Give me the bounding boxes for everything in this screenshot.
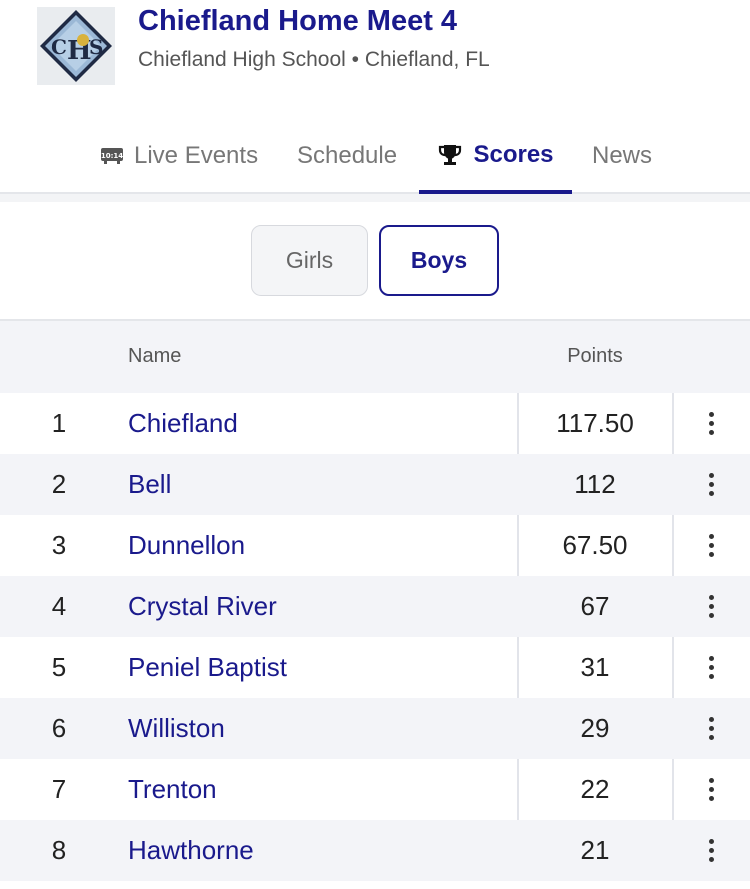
tab-live-events[interactable]: 10:14 Live Events <box>100 120 258 192</box>
team-name-link[interactable]: Crystal River <box>128 591 277 621</box>
more-vertical-icon <box>708 656 714 679</box>
points-cell: 22 <box>580 774 610 804</box>
row-menu-button[interactable] <box>672 637 750 698</box>
team-name-link[interactable]: Trenton <box>128 774 217 804</box>
team-name-link[interactable]: Bell <box>128 469 172 499</box>
table-row[interactable]: 7 Trenton 22 <box>0 759 750 820</box>
table-row[interactable]: 1 Chiefland 117.50 <box>0 393 750 454</box>
svg-text:10:14: 10:14 <box>101 152 123 160</box>
svg-text:C: C <box>51 35 67 59</box>
row-menu-button[interactable] <box>672 454 750 515</box>
section-divider <box>0 194 750 202</box>
more-vertical-icon <box>708 534 714 557</box>
points-cell: 31 <box>580 652 610 682</box>
row-menu-button[interactable] <box>672 515 750 576</box>
row-menu-button[interactable] <box>672 759 750 820</box>
more-vertical-icon <box>708 717 714 740</box>
tab-bar: 10:14 Live Events Schedule Scores News <box>0 120 750 194</box>
points-cell: 112 <box>574 469 616 499</box>
tab-live-events-label: Live Events <box>134 142 259 169</box>
tab-schedule[interactable]: Schedule <box>297 120 397 192</box>
tab-schedule-label: Schedule <box>297 142 398 169</box>
team-name-link[interactable]: Chiefland <box>128 408 238 438</box>
points-cell: 117.50 <box>556 408 634 438</box>
girls-toggle-button[interactable]: Girls <box>251 225 368 296</box>
points-cell: 67 <box>580 591 610 621</box>
table-header: Name Points <box>0 319 750 393</box>
team-name-link[interactable]: Peniel Baptist <box>128 652 287 682</box>
table-row[interactable]: 5 Peniel Baptist 31 <box>0 637 750 698</box>
team-name-link[interactable]: Dunnellon <box>128 530 246 560</box>
table-row[interactable]: 6 Williston 29 <box>0 698 750 759</box>
trophy-icon <box>437 143 463 167</box>
more-vertical-icon <box>708 595 714 618</box>
meet-title: Chiefland Home Meet 4 <box>138 5 458 37</box>
team-scores-table: Name Points 1 Chiefland 117.50 2 Bell 112 3 Dun… <box>0 319 750 881</box>
tab-scores[interactable]: Scores <box>419 120 572 194</box>
row-menu-button[interactable] <box>672 698 750 759</box>
rank-cell: 7 <box>51 774 67 804</box>
more-vertical-icon <box>708 778 714 801</box>
table-row[interactable]: 2 Bell 112 <box>0 454 750 515</box>
tab-news-label: News <box>592 142 653 169</box>
school-logo: C H S <box>37 7 115 85</box>
rank-cell: 4 <box>51 591 67 621</box>
team-name-link[interactable]: Hawthorne <box>128 835 254 865</box>
points-cell: 29 <box>580 713 610 743</box>
more-vertical-icon <box>708 412 714 435</box>
points-column-header[interactable]: Points <box>567 344 623 367</box>
row-menu-button[interactable] <box>672 820 750 881</box>
meet-header: C H S Chiefland Home Meet 4 Chiefland Hi… <box>0 0 750 110</box>
table-row[interactable]: 4 Crystal River 67 <box>0 576 750 637</box>
more-vertical-icon <box>708 839 714 862</box>
points-cell: 67.50 <box>562 530 628 560</box>
more-vertical-icon <box>708 473 714 496</box>
points-cell: 21 <box>580 835 610 865</box>
name-column-header[interactable]: Name <box>128 344 182 367</box>
table-row[interactable]: 8 Hawthorne 21 <box>0 820 750 881</box>
clock-display-icon: 10:14 <box>100 147 124 165</box>
row-menu-button[interactable] <box>672 393 750 454</box>
rank-cell: 5 <box>51 652 67 682</box>
row-menu-button[interactable] <box>672 576 750 637</box>
rank-cell: 3 <box>51 530 67 560</box>
tab-scores-label: Scores <box>473 141 554 168</box>
rank-cell: 8 <box>51 835 67 865</box>
rank-cell: 1 <box>51 408 67 438</box>
table-row[interactable]: 3 Dunnellon 67.50 <box>0 515 750 576</box>
meet-subtitle: Chiefland High School • Chiefland, FL <box>138 48 490 71</box>
team-name-link[interactable]: Williston <box>128 713 225 743</box>
boys-toggle-button[interactable]: Boys <box>379 225 499 296</box>
svg-text:S: S <box>89 35 103 59</box>
rank-cell: 2 <box>51 469 67 499</box>
tab-news[interactable]: News <box>592 120 652 192</box>
rank-cell: 6 <box>51 713 67 743</box>
